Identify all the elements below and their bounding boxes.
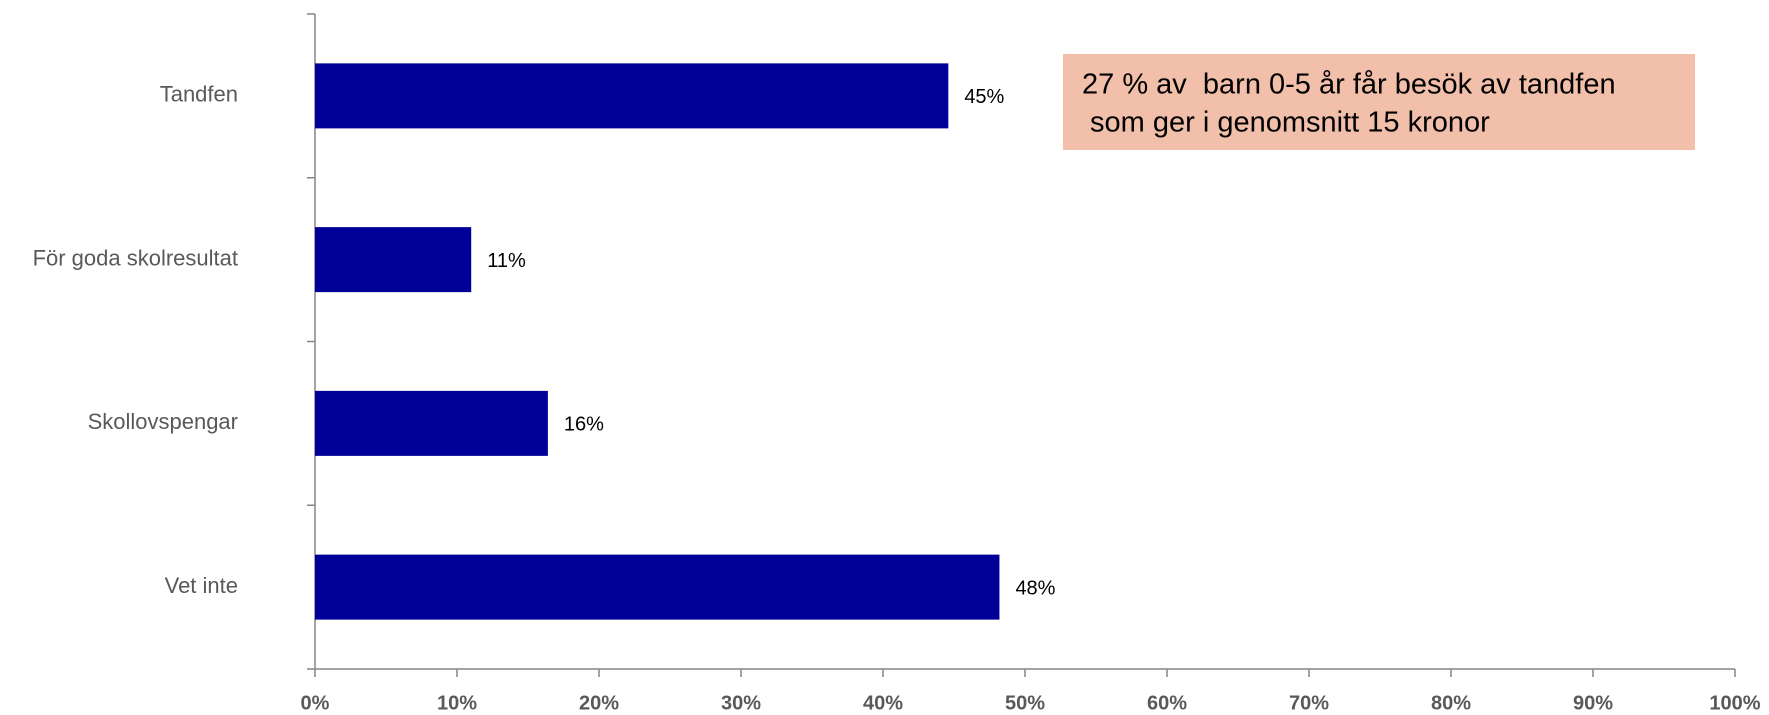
x-tick-label: 80% bbox=[1431, 692, 1471, 714]
x-tick-label: 60% bbox=[1147, 692, 1187, 714]
category-label: Skollovspengar bbox=[88, 409, 238, 434]
bar bbox=[315, 227, 472, 293]
x-tick-label: 10% bbox=[437, 692, 477, 714]
annotation-text: 27 % av barn 0-5 år får besök av tandfen bbox=[1082, 69, 1616, 101]
value-label: 45% bbox=[964, 86, 1004, 108]
category-label: Tandfen bbox=[160, 82, 238, 107]
bar bbox=[315, 554, 1000, 620]
x-tick-label: 40% bbox=[863, 692, 903, 714]
x-tick-label: 90% bbox=[1573, 692, 1613, 714]
value-label: 16% bbox=[564, 414, 604, 436]
bar bbox=[315, 390, 548, 456]
x-tick-label: 0% bbox=[301, 692, 330, 714]
annotation-text: som ger i genomsnitt 15 kronor bbox=[1082, 107, 1490, 139]
x-tick-label: 100% bbox=[1709, 692, 1760, 714]
value-label: 48% bbox=[1015, 577, 1055, 599]
x-tick-label: 50% bbox=[1005, 692, 1045, 714]
x-tick-label: 20% bbox=[579, 692, 619, 714]
annotation-box bbox=[1063, 54, 1695, 150]
x-tick-label: 70% bbox=[1289, 692, 1329, 714]
category-label: Vet inte bbox=[165, 573, 238, 598]
x-tick-label: 30% bbox=[721, 692, 761, 714]
bar bbox=[315, 63, 949, 129]
value-label: 11% bbox=[487, 250, 526, 272]
category-label: För goda skolresultat bbox=[33, 245, 238, 270]
